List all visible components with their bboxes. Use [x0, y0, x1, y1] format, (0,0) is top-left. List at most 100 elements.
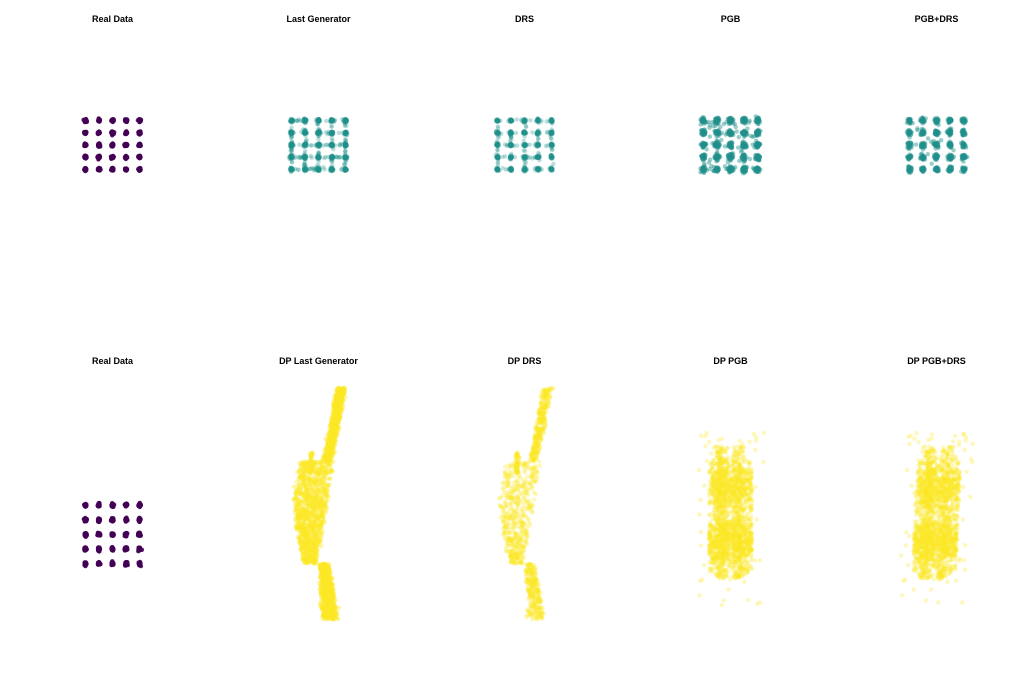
data-point [329, 155, 335, 161]
data-point [701, 141, 706, 146]
data-point [715, 167, 720, 172]
data-point [329, 142, 335, 147]
data-point [136, 143, 141, 148]
data-point [741, 160, 746, 165]
data-point [289, 159, 295, 165]
data-point [495, 160, 500, 166]
data-point [737, 158, 742, 163]
data-point [736, 145, 741, 150]
data-point [344, 132, 349, 138]
data-point [700, 153, 706, 158]
data-point [123, 168, 129, 173]
data-point [752, 145, 757, 150]
data-point [343, 149, 348, 154]
data-point [741, 129, 746, 134]
data-point [84, 167, 89, 173]
data-point [322, 155, 327, 161]
data-point [297, 142, 302, 147]
data-point [506, 119, 511, 124]
data-point [316, 134, 321, 139]
data-point [317, 144, 322, 150]
data-point [316, 151, 322, 156]
data-point [330, 138, 335, 143]
data-point [95, 154, 101, 159]
data-point [756, 167, 761, 172]
panel-title: PGB+DRS [915, 14, 959, 24]
data-point [494, 154, 500, 159]
panel-title: PGB [721, 14, 741, 24]
data-point [725, 160, 730, 165]
data-point [96, 144, 101, 149]
data-point [523, 124, 529, 129]
data-point [308, 143, 313, 148]
data-point [96, 117, 101, 122]
data-point [506, 166, 511, 172]
data-point [707, 122, 712, 128]
data-point [495, 167, 500, 172]
data-point [495, 124, 501, 129]
data-point [548, 152, 553, 158]
data-point [289, 125, 294, 130]
data-point [527, 142, 532, 147]
data-point [702, 161, 707, 166]
data-point [948, 165, 954, 171]
data-point [549, 147, 555, 152]
data-point [137, 155, 142, 160]
data-point [304, 154, 309, 159]
data-point [82, 118, 88, 123]
data-point [339, 167, 344, 172]
data-point [328, 118, 334, 123]
data-point [298, 155, 303, 161]
data-point [522, 130, 527, 135]
data-point [343, 166, 348, 172]
data-point [522, 118, 527, 123]
data-point [502, 154, 508, 159]
data-point [343, 138, 349, 144]
data-point [740, 139, 746, 144]
data-point [701, 121, 707, 127]
data-point [551, 161, 556, 167]
data-point [718, 124, 723, 130]
data-point [734, 129, 739, 134]
data-point [961, 166, 966, 171]
data-point [110, 166, 115, 171]
data-point [95, 130, 101, 135]
data-point [744, 132, 750, 137]
data-point [137, 131, 142, 136]
data-point [909, 140, 914, 145]
data-point [745, 126, 750, 131]
data-point [723, 132, 728, 137]
data-point [756, 154, 762, 159]
data-point [136, 166, 141, 172]
data-point [530, 130, 535, 135]
data-point [343, 158, 348, 163]
data-point [342, 123, 348, 128]
data-point [329, 166, 334, 171]
data-point [522, 168, 527, 173]
data-point [291, 155, 296, 160]
data-point [532, 166, 537, 171]
data-point [537, 158, 542, 163]
data-point [337, 143, 343, 148]
data-point [728, 168, 733, 173]
data-point [932, 117, 937, 122]
data-point [710, 141, 715, 146]
data-point [514, 117, 519, 122]
data-point [707, 134, 713, 139]
data-point [547, 166, 552, 171]
data-point [920, 116, 925, 122]
data-point [544, 119, 549, 124]
data-point [743, 166, 748, 171]
data-point [747, 156, 753, 162]
data-point [498, 118, 503, 123]
data-point [304, 142, 310, 148]
data-point [495, 147, 500, 152]
data-point [538, 118, 543, 123]
data-point [137, 118, 142, 123]
data-point [302, 128, 307, 133]
data-point [717, 154, 723, 160]
data-point [522, 134, 527, 139]
data-point [709, 163, 714, 169]
data-point [756, 131, 761, 136]
data-point [502, 142, 508, 147]
